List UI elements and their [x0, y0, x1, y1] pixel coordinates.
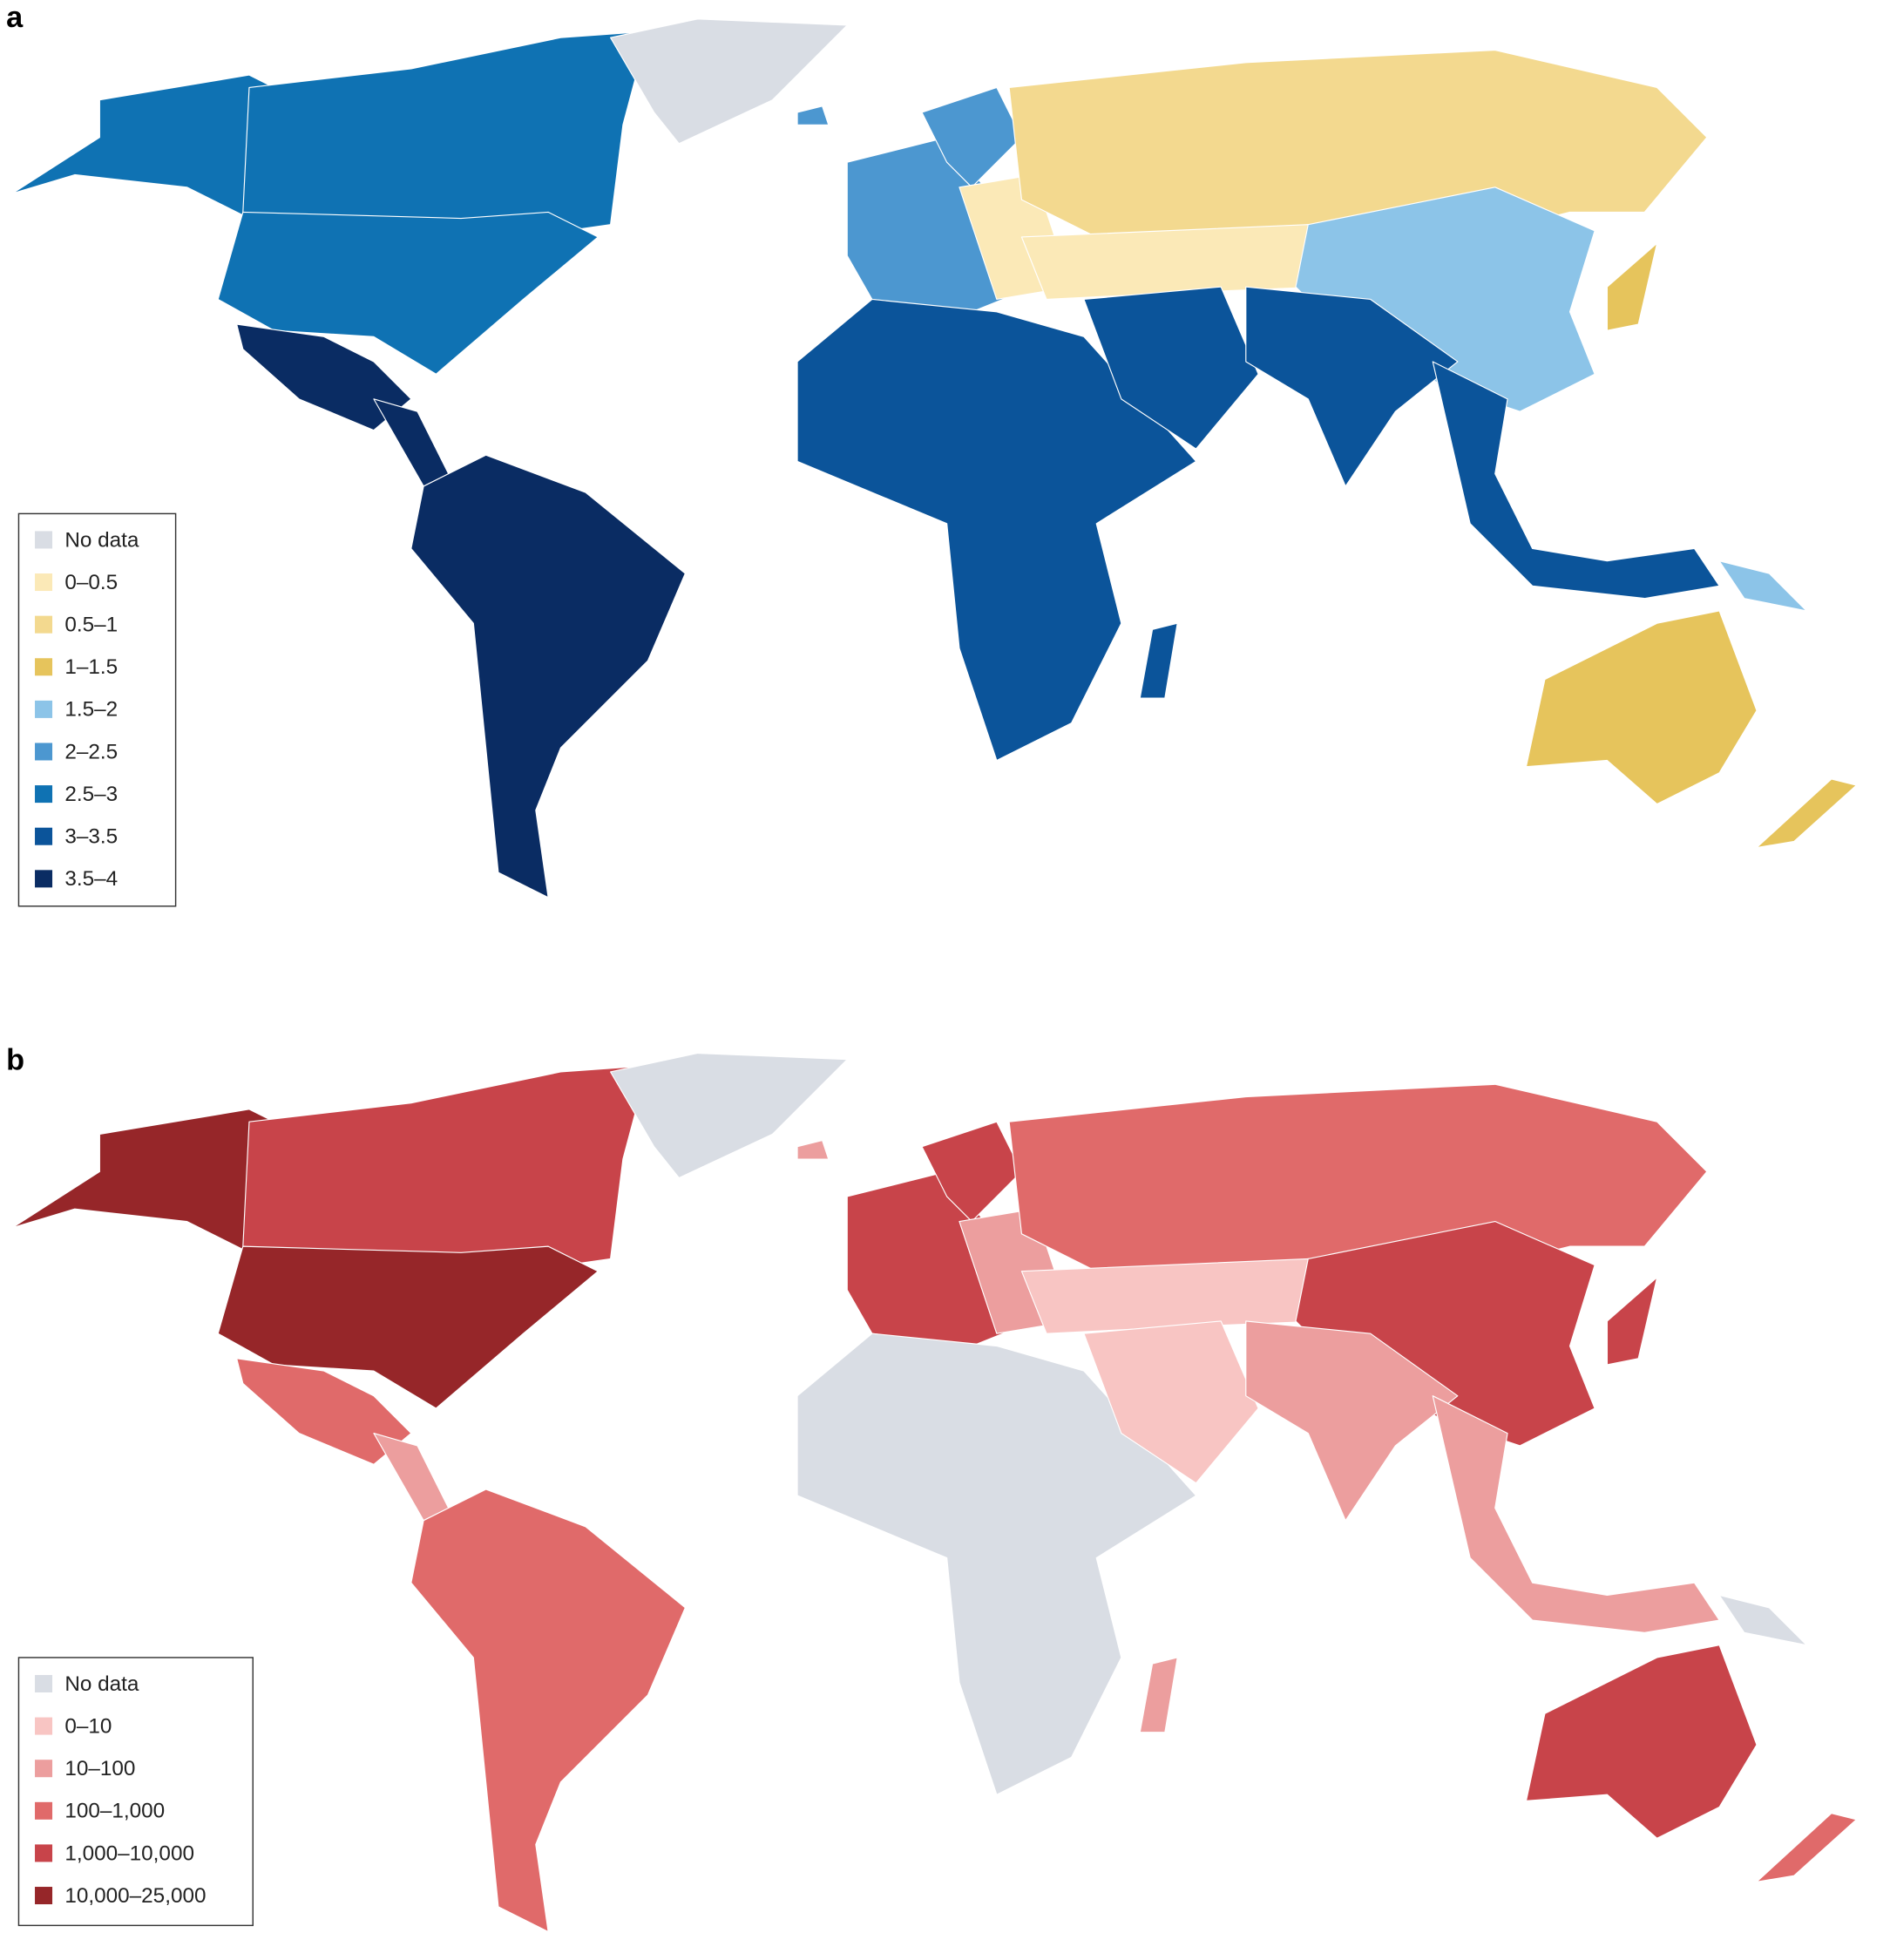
legend-swatch — [35, 658, 53, 676]
panel-label: b — [6, 1044, 24, 1077]
region-greenland — [610, 18, 848, 145]
region-iceland — [796, 1140, 830, 1160]
region-canada — [242, 1065, 649, 1278]
legend-swatch — [35, 1801, 53, 1820]
map — [11, 1052, 1857, 1933]
legend-label: 2–2.5 — [64, 740, 118, 763]
legend-label: 0–0.5 — [64, 571, 118, 594]
region-scandinavia — [921, 1121, 1023, 1223]
region-papua — [1718, 1594, 1807, 1646]
region-australia — [1525, 1645, 1758, 1839]
region-southeast-asia — [1432, 361, 1720, 600]
region-south-asia — [1245, 1320, 1459, 1522]
region-central-america — [373, 1433, 450, 1522]
legend: No data 0–10 10–100 100–1,000 1,000–10,000 10… — [17, 1657, 254, 1927]
region-iceland — [796, 105, 830, 125]
legend-label: No data — [64, 528, 139, 552]
legend-label: 1–1.5 — [64, 655, 118, 679]
legend-label: 0–10 — [64, 1714, 112, 1738]
region-madagascar — [1139, 1657, 1178, 1733]
legend-swatch — [35, 785, 53, 804]
legend-swatch — [35, 615, 53, 634]
legend-swatch — [35, 1674, 53, 1692]
region-australia — [1525, 610, 1758, 805]
legend-swatch — [35, 1760, 53, 1778]
legend-label: 1.5–2 — [64, 698, 118, 722]
region-south-asia — [1245, 286, 1459, 487]
legend-label: 3.5–4 — [64, 867, 118, 891]
legend-swatch — [35, 700, 53, 718]
region-central-asia — [1020, 1258, 1322, 1334]
legend-swatch — [35, 573, 53, 592]
region-middle-east — [1083, 1320, 1259, 1484]
region-madagascar — [1139, 622, 1178, 699]
region-new-zealand — [1756, 1813, 1857, 1882]
legend-swatch — [35, 1887, 53, 1905]
legend-label: 1,000–10,000 — [64, 1841, 194, 1865]
region-scandinavia — [921, 86, 1023, 188]
map — [11, 18, 1857, 899]
legend-swatch — [35, 870, 53, 888]
region-central-asia — [1020, 224, 1322, 301]
legend-swatch — [35, 1717, 53, 1735]
legend-label: 100–1,000 — [64, 1800, 165, 1823]
legend-label: No data — [64, 1672, 139, 1696]
region-japan — [1606, 242, 1658, 331]
region-south-america — [410, 1489, 686, 1933]
legend-swatch — [35, 531, 53, 549]
region-usa — [217, 211, 599, 375]
region-usa — [217, 1245, 599, 1409]
region-canada — [242, 31, 649, 244]
panel-label: a — [6, 1, 24, 34]
region-southeast-asia — [1432, 1395, 1720, 1633]
legend-label: 2.5–3 — [64, 783, 118, 806]
region-alaska — [11, 1109, 288, 1253]
region-middle-east — [1083, 286, 1259, 450]
region-japan — [1606, 1277, 1658, 1366]
legend-box — [17, 1657, 254, 1927]
region-africa — [796, 298, 1197, 762]
region-south-america — [410, 454, 686, 899]
map-panel: a No data 0–0.5 0.5–1 1–1.5 1.5–2 2–2.5 2.5–3 3–… — [6, 1, 1857, 907]
legend-label: 0.5–1 — [64, 614, 118, 637]
region-alaska — [11, 74, 288, 220]
legend-label: 10,000–25,000 — [64, 1884, 206, 1908]
legend: No data 0–0.5 0.5–1 1–1.5 1.5–2 2–2.5 2.5–3 3–3… — [17, 512, 177, 907]
region-central-america — [373, 398, 450, 487]
map-panel: b No data 0–10 10–100 100–1,000 1,000–10,000 1… — [6, 1044, 1857, 1933]
legend-label: 10–100 — [64, 1757, 135, 1780]
legend-swatch — [35, 1844, 53, 1862]
region-africa — [796, 1333, 1197, 1795]
region-papua — [1718, 560, 1807, 612]
region-greenland — [610, 1052, 848, 1179]
legend-swatch — [35, 827, 53, 845]
region-new-zealand — [1756, 778, 1857, 849]
legend-swatch — [35, 743, 53, 761]
legend-label: 3–3.5 — [64, 825, 118, 849]
